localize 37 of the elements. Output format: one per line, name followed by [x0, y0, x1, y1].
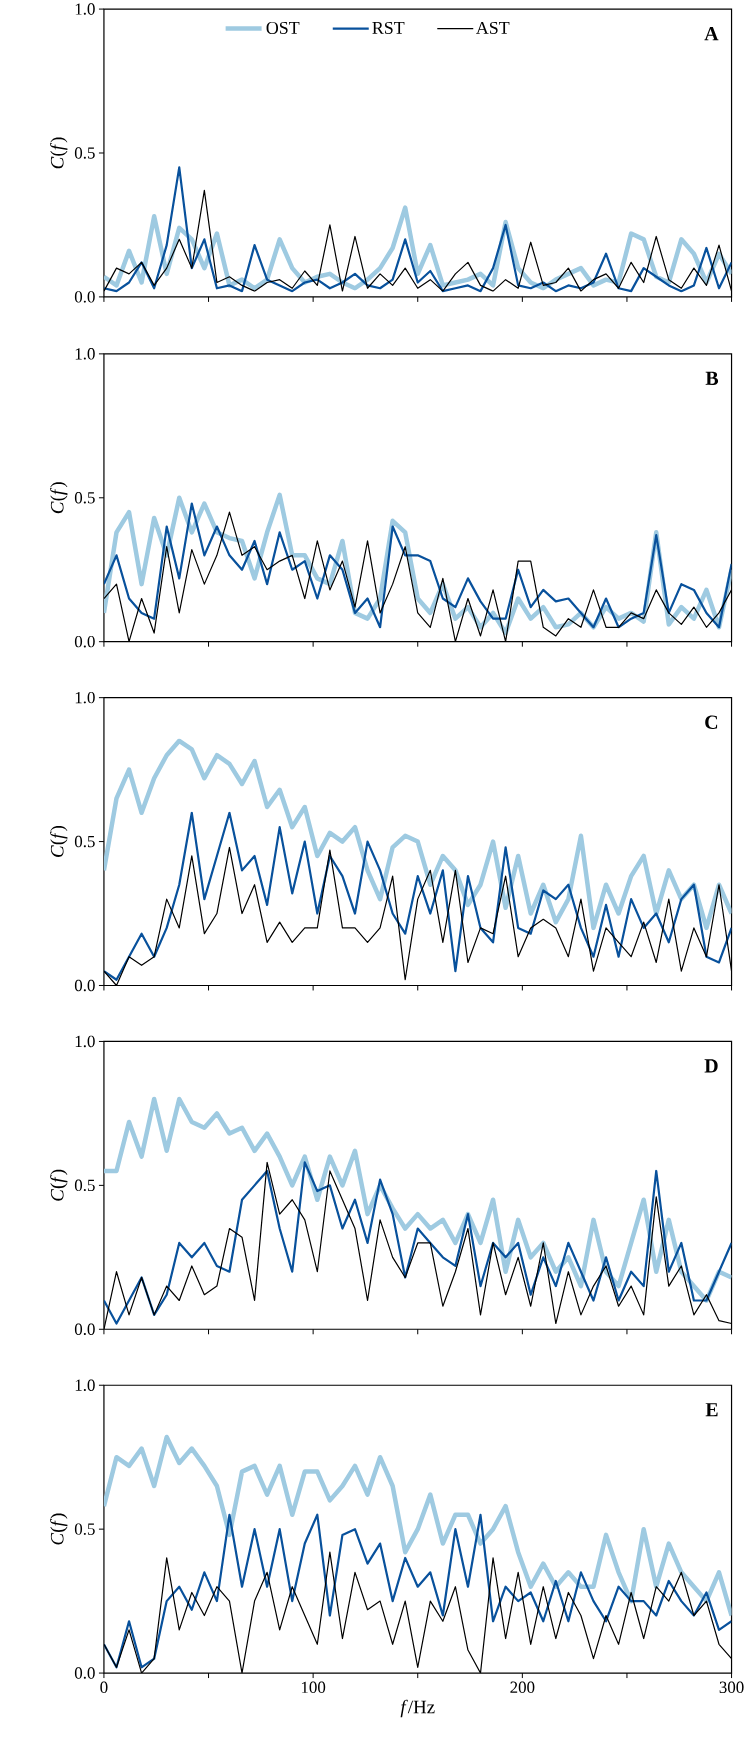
y-tick-label: 1.0: [75, 1035, 96, 1048]
annotation: D: [704, 1059, 718, 1073]
annotation: C: [705, 715, 718, 729]
y-tick-label: 0.5: [75, 1179, 95, 1192]
line-series: [104, 1513, 732, 1669]
y-axis-title: C(f): [50, 825, 68, 857]
x-tick-label: 100: [302, 1681, 326, 1694]
y-tick-label: 0.5: [75, 492, 95, 504]
annotation: B: [705, 371, 719, 385]
y-tick-label: 0.5: [75, 147, 95, 159]
y-tick-label: 0.0: [75, 1323, 96, 1336]
y-tick-label: 0.5: [75, 835, 95, 848]
x-tick-label: 0: [100, 1681, 108, 1694]
y-tick-label: 0.0: [75, 291, 96, 303]
y-tick-label: 0.0: [75, 635, 96, 648]
y-axis-title: C(f): [50, 482, 68, 514]
legend-label: RST: [372, 21, 405, 34]
y-tick-label: 0.0: [75, 1667, 96, 1679]
y-axis-title: C(f): [50, 137, 68, 169]
annotation: E: [705, 1403, 718, 1417]
y-tick-label: 0.0: [75, 979, 96, 992]
line-series: [104, 738, 732, 931]
y-axis-title: C(f): [50, 1513, 68, 1545]
legend-label: OST: [266, 21, 300, 34]
y-tick-label: 1.0: [75, 691, 96, 704]
annotation: A: [704, 26, 719, 41]
y-tick-label: 1.0: [75, 1379, 96, 1391]
legend-label: AST: [476, 21, 510, 34]
line-series: [104, 1434, 732, 1618]
x-axis-title: f/Hz: [400, 1699, 435, 1718]
line-series: [104, 166, 732, 293]
x-tick-label: 300: [719, 1681, 744, 1694]
y-tick-label: 1.0: [75, 3, 96, 15]
y-axis-title: C(f): [50, 1169, 68, 1201]
x-tick-label: 200: [510, 1681, 535, 1694]
y-tick-label: 0.5: [75, 1523, 95, 1535]
y-tick-label: 1.0: [75, 348, 96, 360]
